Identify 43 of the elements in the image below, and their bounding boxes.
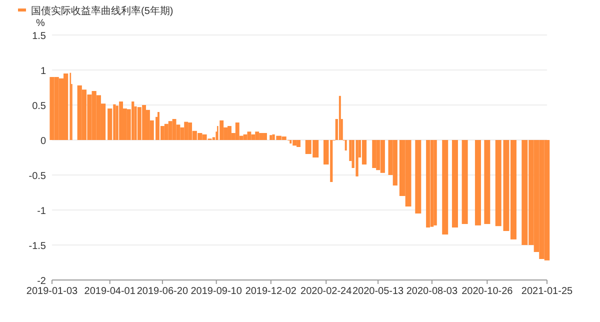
bar — [296, 140, 300, 147]
bar — [108, 108, 112, 140]
bar — [426, 140, 430, 228]
x-tick-label: 2019-09-10 — [190, 286, 242, 297]
x-tick-label: 2020-02-24 — [300, 286, 352, 297]
x-tick-label: 2019-06-20 — [136, 286, 188, 297]
x-tick-label: 2019-12-02 — [245, 286, 297, 297]
bar — [259, 133, 264, 140]
bar — [263, 133, 267, 140]
bar — [292, 140, 297, 146]
x-tick-label: 2020-10-26 — [462, 286, 514, 297]
bar — [247, 132, 252, 140]
x-tick-label: 2019-04-01 — [84, 286, 136, 297]
bar — [270, 135, 272, 140]
y-axis-title: % — [36, 18, 45, 29]
bar — [362, 140, 367, 164]
x-tick-label: 2020-05-13 — [352, 286, 404, 297]
x-tick-label: 2019-01-03 — [26, 286, 78, 297]
bar — [220, 120, 224, 140]
bar — [168, 121, 172, 140]
bar — [380, 140, 385, 173]
y-tick-label: -0.5 — [28, 171, 46, 182]
y-tick-label: -2 — [37, 276, 46, 287]
bar — [255, 132, 260, 140]
bar — [164, 124, 168, 140]
x-tick-label: 2021-01-25 — [521, 286, 574, 297]
bar — [356, 140, 358, 176]
bar — [430, 140, 434, 227]
bar — [434, 140, 437, 226]
y-tick-label: 1.5 — [32, 31, 46, 42]
x-tick-label: 2020-08-03 — [406, 286, 458, 297]
bar — [119, 102, 123, 140]
y-tick-label: 1 — [40, 66, 46, 77]
y-tick-label: 0 — [40, 136, 46, 147]
y-tick-label: -1 — [37, 206, 46, 217]
y-tick-label: 0.5 — [32, 101, 46, 112]
bar — [251, 134, 256, 140]
y-tick-label: -1.5 — [28, 241, 46, 252]
bar — [372, 140, 376, 168]
legend-label: 国债实际收益率曲线利率(5年期) — [31, 5, 174, 17]
bar — [228, 126, 232, 140]
bar — [235, 122, 240, 140]
bar — [184, 122, 188, 140]
